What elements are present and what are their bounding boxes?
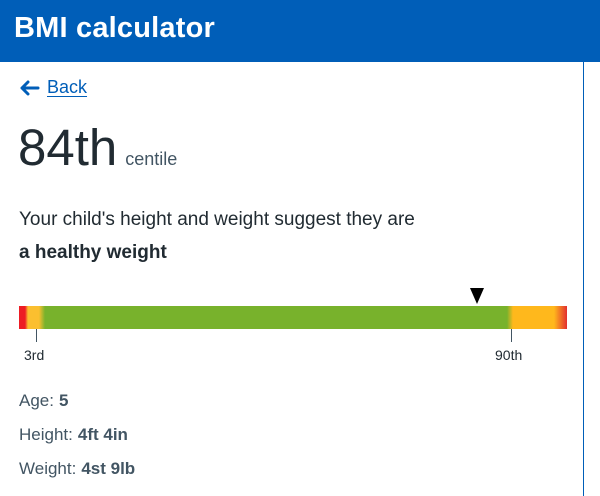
- scale-tick-90th: [511, 329, 512, 342]
- left-arrow-icon: [20, 80, 40, 95]
- centile-value: 84th: [18, 119, 118, 176]
- page-title: BMI calculator: [14, 12, 216, 44]
- height-value: 4ft 4in: [77, 425, 128, 444]
- back-label[interactable]: Back: [47, 77, 88, 97]
- pointer-icon: [470, 288, 484, 304]
- result-panel: Back 84th centile Your child's height an…: [0, 62, 584, 496]
- weight-value: 4st 9lb: [81, 459, 136, 478]
- scale-tick-3rd: [36, 329, 37, 342]
- scale-label-90th: 90th: [495, 347, 523, 363]
- result-summary: Your child's height and weight suggest t…: [19, 209, 415, 230]
- bmi-centile-scale: [19, 306, 567, 329]
- age-value: 5: [58, 391, 69, 410]
- centile-result: 84th centile: [18, 122, 177, 173]
- weight-label: Weight:: [19, 459, 77, 478]
- back-link[interactable]: Back: [20, 77, 87, 98]
- centile-label: centile: [125, 149, 178, 169]
- scale-label-3rd: 3rd: [24, 347, 45, 363]
- height-row: Height: 4ft 4in: [19, 418, 135, 452]
- height-label: Height:: [19, 425, 73, 444]
- age-row: Age: 5: [19, 384, 135, 418]
- app-header: BMI calculator: [0, 0, 600, 62]
- weight-status: a healthy weight: [19, 242, 167, 263]
- content-edge: [583, 62, 600, 496]
- child-details: Age: 5 Height: 4ft 4in Weight: 4st 9lb: [19, 384, 135, 486]
- weight-row: Weight: 4st 9lb: [19, 452, 135, 486]
- age-label: Age:: [19, 391, 54, 410]
